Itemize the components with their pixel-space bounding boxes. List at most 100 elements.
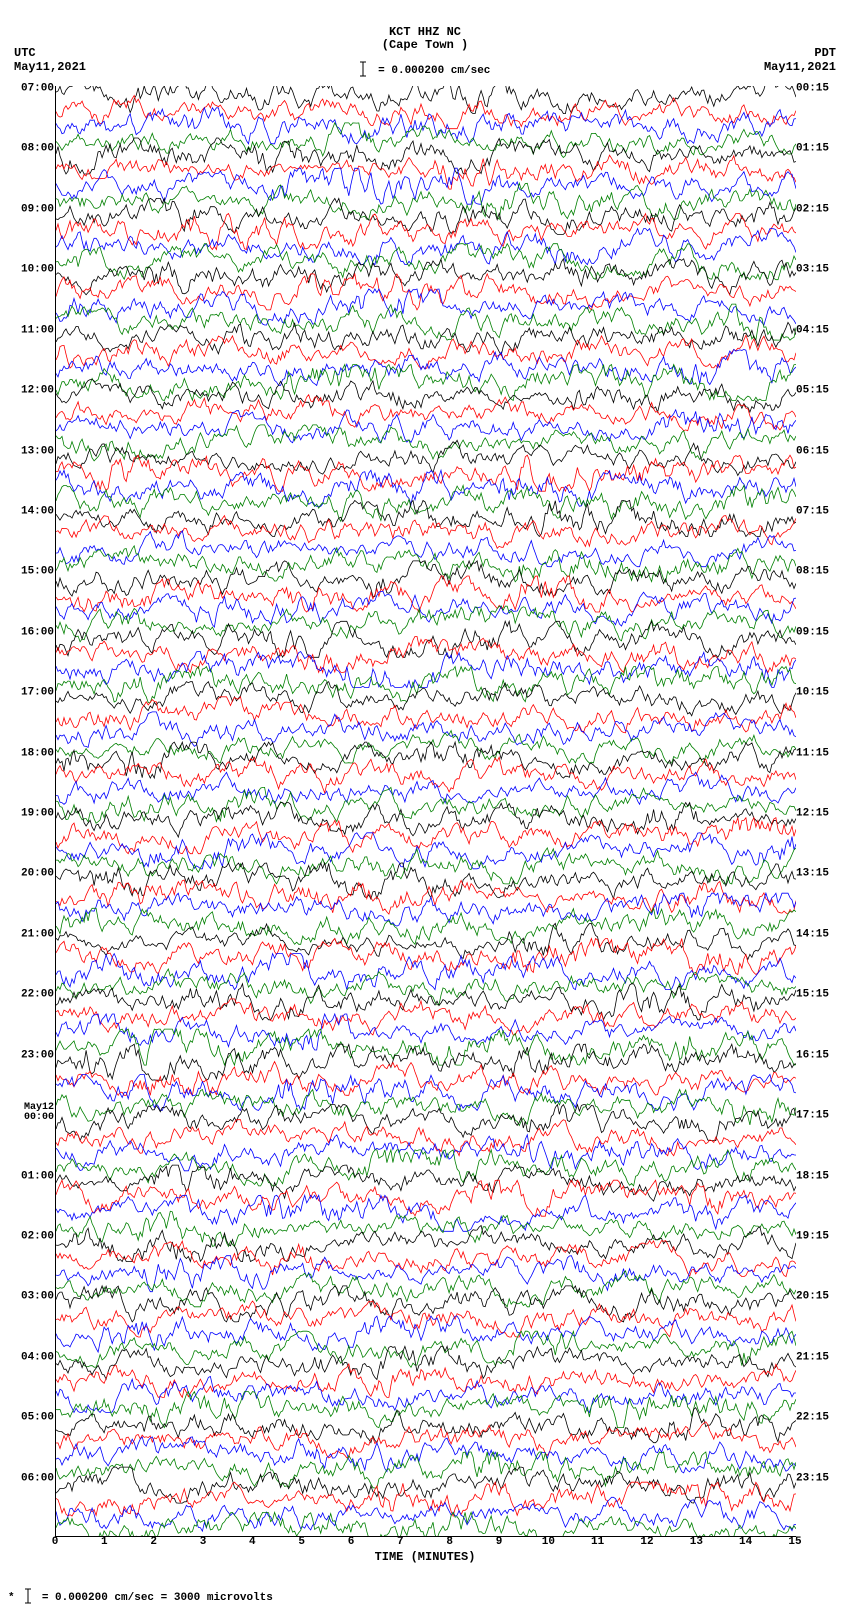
utc-time-label: 18:00 <box>10 748 54 759</box>
utc-time-label: 12:00 <box>10 386 54 397</box>
pdt-time-label: 08:15 <box>796 567 840 578</box>
seismic-trace <box>56 1408 796 1443</box>
utc-label: UTC <box>14 46 36 60</box>
seismic-trace <box>56 1512 796 1536</box>
x-tick-label: 0 <box>52 1536 59 1548</box>
seismic-trace <box>56 712 796 748</box>
utc-time-label: 23:00 <box>10 1050 54 1061</box>
x-tick-label: 8 <box>446 1536 453 1548</box>
pdt-time-label: 18:15 <box>796 1171 840 1182</box>
pdt-time-label: 15:15 <box>796 990 840 1001</box>
pdt-time-label: 09:15 <box>796 627 840 638</box>
x-tick-label: 9 <box>496 1536 503 1548</box>
seismic-trace <box>56 893 796 926</box>
x-tick-label: 7 <box>397 1536 404 1548</box>
utc-time-label: May1200:00 <box>10 1103 54 1123</box>
seismic-trace <box>56 322 796 355</box>
pdt-date: May11,2021 <box>764 60 836 74</box>
x-tick-label: 10 <box>542 1536 555 1548</box>
footer-text: = 0.000200 cm/sec = 3000 microvolts <box>35 1592 273 1604</box>
seismic-trace <box>56 1346 796 1379</box>
utc-time-label: 17:00 <box>10 688 54 699</box>
pdt-time-label: 14:15 <box>796 929 840 940</box>
utc-time-label: 03:00 <box>10 1292 54 1303</box>
pdt-time-label: 06:15 <box>796 446 840 457</box>
pdt-time-label: 20:15 <box>796 1292 840 1303</box>
pdt-time-label: 16:15 <box>796 1050 840 1061</box>
scale-text: = 0.000200 cm/sec <box>372 65 491 77</box>
pdt-time-label: 02:15 <box>796 204 840 215</box>
pdt-time-label: 01:15 <box>796 144 840 155</box>
seismic-trace <box>56 259 796 295</box>
seismic-trace <box>56 652 796 688</box>
seismic-trace <box>56 742 796 778</box>
pdt-time-label: 10:15 <box>796 688 840 699</box>
station-title: KCT HHZ NC <box>389 25 461 39</box>
x-axis-title: TIME (MINUTES) <box>55 1550 795 1564</box>
x-tick-label: 15 <box>788 1536 801 1548</box>
seismic-trace <box>56 470 796 506</box>
seismic-trace <box>56 621 796 657</box>
utc-time-label: 09:00 <box>10 204 54 215</box>
utc-date: May11,2021 <box>14 60 86 74</box>
seismic-trace <box>56 787 796 823</box>
seismic-trace <box>56 803 796 838</box>
seismic-trace <box>56 1014 796 1050</box>
utc-time-label: 08:00 <box>10 144 54 155</box>
pdt-time-label: 23:15 <box>796 1473 840 1484</box>
footer-scale: * = 0.000200 cm/sec = 3000 microvolts <box>8 1589 273 1605</box>
helicorder-svg <box>56 86 796 1536</box>
seismic-trace <box>56 682 796 716</box>
seismic-trace <box>56 108 796 144</box>
utc-time-label: 16:00 <box>10 627 54 638</box>
x-tick-label: 11 <box>591 1536 604 1548</box>
seismic-trace <box>56 1241 796 1277</box>
x-tick-label: 2 <box>150 1536 157 1548</box>
seismic-trace <box>56 606 796 642</box>
utc-time-label: 06:00 <box>10 1473 54 1484</box>
seismic-trace <box>56 229 796 265</box>
seismic-trace <box>56 274 796 310</box>
utc-header: UTC May11,2021 <box>14 46 86 75</box>
pdt-label: PDT <box>814 46 836 60</box>
x-tick-label: 14 <box>739 1536 752 1548</box>
utc-time-label: 22:00 <box>10 990 54 1001</box>
x-tick-label: 13 <box>690 1536 703 1548</box>
seismic-trace <box>56 168 796 204</box>
seismic-trace <box>56 1331 796 1367</box>
pdt-time-label: 12:15 <box>796 809 840 820</box>
x-tick-label: 6 <box>348 1536 355 1548</box>
seismic-trace <box>56 138 796 174</box>
utc-time-label: 02:00 <box>10 1231 54 1242</box>
utc-time-label: 11:00 <box>10 325 54 336</box>
utc-time-label: 19:00 <box>10 809 54 820</box>
seismic-trace <box>56 304 796 340</box>
header: KCT HHZ NC (Cape Town ) <box>0 26 850 52</box>
seismic-trace <box>56 380 796 413</box>
pdt-time-label: 19:15 <box>796 1231 840 1242</box>
pdt-time-label: 05:15 <box>796 386 840 397</box>
utc-time-label: 04:00 <box>10 1352 54 1363</box>
footer-bar-icon <box>25 1588 31 1604</box>
utc-time-label: 15:00 <box>10 567 54 578</box>
footer-prefix: * <box>8 1592 15 1604</box>
pdt-time-label: 11:15 <box>796 748 840 759</box>
seismic-trace <box>56 1422 796 1458</box>
seismic-trace <box>56 667 796 703</box>
pdt-time-label: 13:15 <box>796 869 840 880</box>
seismic-trace <box>56 1211 796 1246</box>
seismic-trace <box>56 561 796 597</box>
seismic-trace <box>56 1120 796 1156</box>
utc-time-label: 01:00 <box>10 1171 54 1182</box>
seismic-trace <box>56 214 796 250</box>
seismic-trace <box>56 1497 796 1531</box>
seismic-trace <box>56 1105 796 1141</box>
seismic-trace <box>56 1437 796 1473</box>
pdt-axis-labels: 00:1501:1502:1503:1504:1505:1506:1507:15… <box>796 86 840 1536</box>
pdt-time-label: 03:15 <box>796 265 840 276</box>
scale-bar-icon <box>360 61 366 77</box>
seismic-trace <box>56 833 796 869</box>
x-tick-label: 4 <box>249 1536 256 1548</box>
seismic-trace <box>56 1467 796 1503</box>
x-tick-label: 3 <box>200 1536 207 1548</box>
